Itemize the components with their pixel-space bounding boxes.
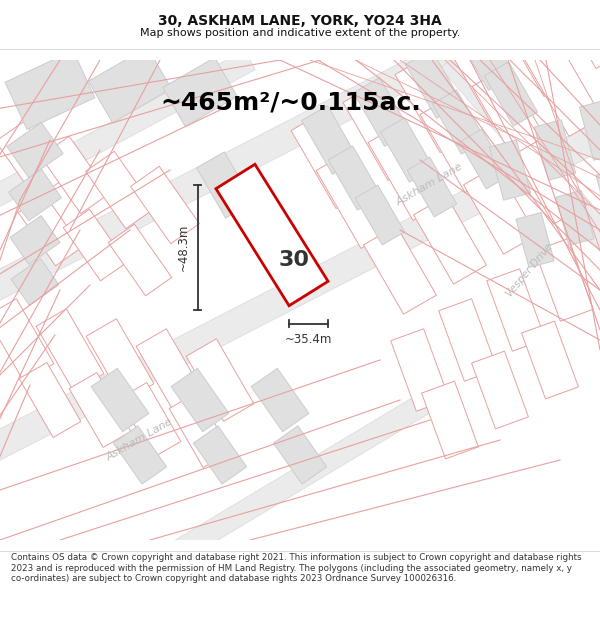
Polygon shape — [86, 151, 154, 229]
Text: Vesper Drive: Vesper Drive — [505, 241, 555, 299]
Polygon shape — [63, 209, 127, 281]
Polygon shape — [86, 319, 154, 401]
Polygon shape — [328, 146, 382, 210]
Polygon shape — [18, 194, 82, 266]
Polygon shape — [36, 309, 104, 391]
Text: 30: 30 — [278, 250, 310, 270]
Text: 30, ASKHAM LANE, YORK, YO24 3HA: 30, ASKHAM LANE, YORK, YO24 3HA — [158, 14, 442, 28]
Polygon shape — [484, 62, 538, 126]
Polygon shape — [535, 239, 593, 321]
Polygon shape — [193, 426, 247, 484]
Polygon shape — [8, 169, 61, 221]
Polygon shape — [131, 166, 199, 244]
Polygon shape — [551, 0, 600, 69]
Polygon shape — [0, 121, 64, 199]
Polygon shape — [355, 185, 405, 245]
Polygon shape — [433, 90, 485, 154]
Polygon shape — [395, 56, 473, 152]
Polygon shape — [490, 140, 530, 200]
Text: Askham Lane: Askham Lane — [105, 417, 175, 463]
Polygon shape — [580, 100, 600, 160]
Polygon shape — [596, 169, 600, 224]
Polygon shape — [19, 362, 81, 438]
Polygon shape — [406, 49, 463, 118]
Polygon shape — [521, 321, 578, 399]
Polygon shape — [413, 196, 487, 284]
Polygon shape — [11, 259, 59, 306]
Polygon shape — [516, 213, 554, 268]
Polygon shape — [0, 98, 600, 472]
Polygon shape — [459, 129, 509, 189]
Polygon shape — [472, 68, 550, 164]
Polygon shape — [136, 329, 204, 411]
Polygon shape — [0, 0, 600, 312]
Text: Contains OS data © Crown copyright and database right 2021. This information is : Contains OS data © Crown copyright and d… — [11, 554, 581, 583]
Polygon shape — [251, 368, 309, 432]
Polygon shape — [407, 157, 457, 217]
Polygon shape — [380, 118, 434, 182]
Polygon shape — [5, 51, 95, 129]
Polygon shape — [216, 164, 328, 306]
Polygon shape — [89, 48, 172, 122]
Text: ~48.3m: ~48.3m — [177, 224, 190, 271]
Polygon shape — [458, 22, 514, 91]
Polygon shape — [499, 0, 577, 96]
Polygon shape — [163, 58, 237, 126]
Polygon shape — [0, 299, 54, 381]
Polygon shape — [108, 224, 172, 296]
Polygon shape — [439, 299, 497, 381]
Polygon shape — [291, 111, 369, 209]
Text: Askham Lane: Askham Lane — [395, 162, 465, 208]
Text: ~465m²/~0.115ac.: ~465m²/~0.115ac. — [160, 90, 421, 114]
Polygon shape — [186, 339, 254, 421]
Polygon shape — [368, 124, 446, 221]
Polygon shape — [535, 120, 575, 180]
Polygon shape — [69, 372, 131, 448]
Polygon shape — [274, 426, 326, 484]
Polygon shape — [343, 84, 421, 181]
Polygon shape — [447, 28, 525, 124]
Polygon shape — [487, 269, 545, 351]
Polygon shape — [169, 392, 231, 468]
Polygon shape — [245, 201, 295, 259]
Polygon shape — [391, 329, 449, 411]
Polygon shape — [302, 106, 358, 174]
Polygon shape — [353, 78, 410, 146]
Polygon shape — [197, 152, 253, 218]
Polygon shape — [440, 52, 600, 298]
Polygon shape — [464, 166, 536, 254]
Polygon shape — [7, 122, 63, 177]
Polygon shape — [420, 96, 498, 192]
Polygon shape — [271, 248, 319, 302]
Text: ~35.4m: ~35.4m — [285, 332, 332, 346]
Polygon shape — [514, 136, 586, 224]
Polygon shape — [0, 50, 255, 220]
Polygon shape — [171, 368, 229, 432]
Polygon shape — [364, 226, 436, 314]
Polygon shape — [524, 39, 600, 136]
Polygon shape — [41, 136, 109, 214]
Polygon shape — [91, 368, 149, 432]
Text: Map shows position and indicative extent of the property.: Map shows position and indicative extent… — [140, 28, 460, 38]
Polygon shape — [113, 426, 167, 484]
Polygon shape — [119, 382, 181, 458]
Polygon shape — [10, 216, 60, 264]
Polygon shape — [316, 151, 394, 249]
Polygon shape — [472, 351, 529, 429]
Polygon shape — [422, 381, 478, 459]
Polygon shape — [556, 191, 594, 246]
Polygon shape — [175, 391, 436, 559]
